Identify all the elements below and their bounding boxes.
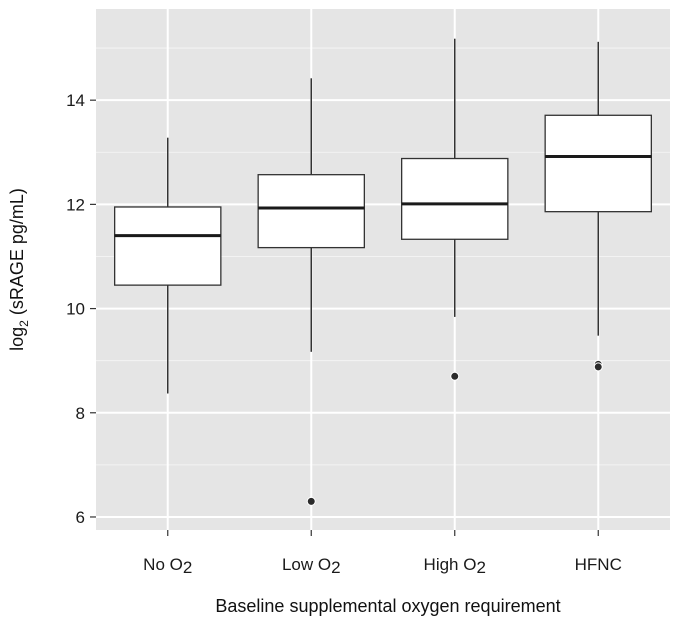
- outlier-point: [306, 496, 316, 506]
- y-tick-label: 10: [66, 300, 85, 319]
- y-tick-label: 6: [76, 508, 85, 527]
- y-axis-title-prefix: log: [7, 327, 27, 351]
- y-tick-label: 8: [76, 404, 85, 423]
- y-axis-title-suffix: (sRAGE pg/mL): [7, 188, 27, 320]
- box-group: [114, 137, 222, 394]
- box: [544, 114, 652, 213]
- outlier-point: [593, 362, 603, 372]
- x-tick-label: No O2: [143, 555, 192, 577]
- x-tick-label: HFNC: [575, 555, 622, 574]
- boxplot-series: [114, 38, 652, 506]
- box-group: [257, 78, 365, 506]
- y-axis: 6 8 10 12 14: [66, 91, 96, 527]
- y-axis-title: log2 (sRAGE pg/mL): [7, 188, 31, 351]
- box-group: [544, 41, 652, 372]
- box-group: [401, 38, 509, 381]
- outlier-point: [450, 371, 460, 381]
- x-tick-label: High O2: [424, 555, 486, 577]
- box: [257, 174, 365, 249]
- x-tick-label: Low O2: [282, 555, 341, 577]
- y-axis-title-subscript: 2: [17, 320, 31, 327]
- y-tick-label: 12: [66, 195, 85, 214]
- x-axis: No O2 Low O2 High O2 HFNC: [143, 530, 622, 577]
- x-axis-title: Baseline supplemental oxygen requirement: [215, 596, 560, 616]
- box: [401, 157, 509, 240]
- y-tick-label: 14: [66, 91, 85, 110]
- box: [114, 206, 222, 286]
